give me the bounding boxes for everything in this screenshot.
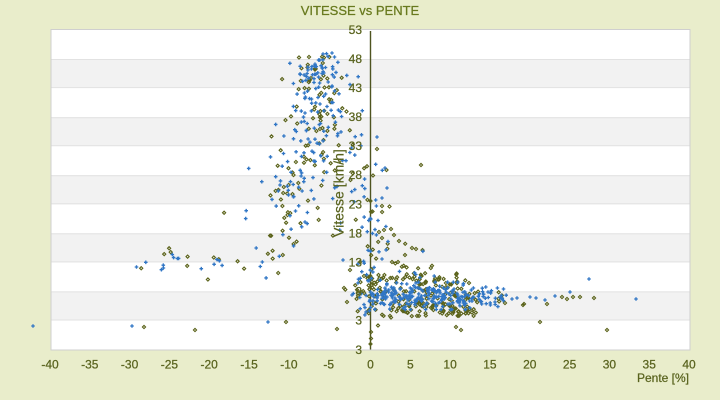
svg-text:3: 3 (355, 314, 362, 328)
svg-text:-30: -30 (121, 358, 139, 372)
svg-text:-10: -10 (280, 358, 298, 372)
svg-text:30: 30 (603, 358, 617, 372)
svg-text:0: 0 (367, 358, 374, 372)
svg-text:43: 43 (349, 81, 363, 95)
svg-text:8: 8 (355, 284, 362, 298)
svg-text:-15: -15 (240, 358, 258, 372)
svg-text:25: 25 (563, 358, 577, 372)
svg-text:28: 28 (349, 168, 363, 182)
svg-text:-25: -25 (161, 358, 179, 372)
svg-text:35: 35 (643, 358, 657, 372)
svg-text:-35: -35 (81, 358, 99, 372)
svg-text:23: 23 (349, 197, 363, 211)
svg-text:10: 10 (443, 358, 457, 372)
svg-text:VITESSE vs PENTE: VITESSE vs PENTE (301, 3, 420, 18)
svg-text:-5: -5 (323, 358, 334, 372)
svg-text:53: 53 (349, 23, 363, 37)
svg-text:20: 20 (523, 358, 537, 372)
svg-text:33: 33 (349, 139, 363, 153)
svg-text:13: 13 (349, 255, 363, 269)
svg-text:-40: -40 (41, 358, 59, 372)
svg-text:-20: -20 (201, 358, 219, 372)
svg-text:18: 18 (349, 226, 363, 240)
svg-text:15: 15 (483, 358, 497, 372)
svg-text:Pente [%]: Pente [%] (637, 371, 689, 385)
svg-text:48: 48 (349, 52, 363, 66)
svg-text:5: 5 (407, 358, 414, 372)
svg-text:38: 38 (349, 110, 363, 124)
svg-text:Vitesse [km/h]: Vitesse [km/h] (331, 149, 347, 237)
svg-text:3: 3 (355, 343, 362, 357)
svg-text:40: 40 (682, 358, 696, 372)
